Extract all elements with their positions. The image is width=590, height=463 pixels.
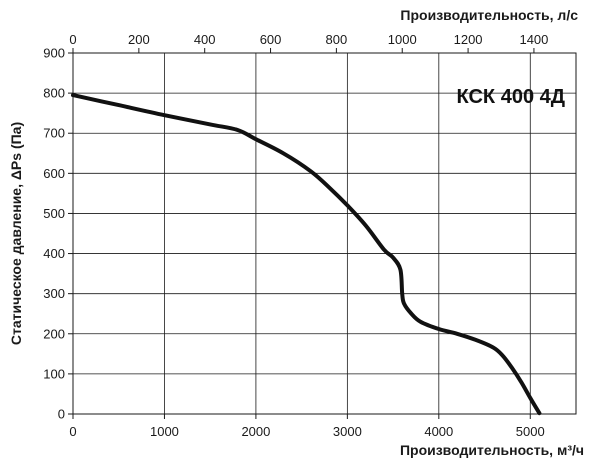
y-axis-title: Статическое давление, ΔPs (Па) [8, 122, 24, 345]
y-tick-label: 0 [58, 407, 65, 422]
x2-tick-label: 1200 [454, 32, 483, 47]
y-tick-label: 500 [43, 206, 65, 221]
y-tick-label: 400 [43, 246, 65, 261]
chart-title: КСК 400 4Д [457, 86, 565, 108]
x2-tick-label: 200 [128, 32, 150, 47]
y-tick-label: 100 [43, 366, 65, 381]
y-tick-label: 900 [43, 46, 65, 61]
y-tick-label: 300 [43, 286, 65, 301]
y-tick-label: 800 [43, 86, 65, 101]
y-tick-label: 600 [43, 166, 65, 181]
y-tick-label: 200 [43, 326, 65, 341]
x2-tick-label: 800 [326, 32, 348, 47]
x2-tick-label: 600 [260, 32, 282, 47]
x2-tick-label: 0 [69, 32, 76, 47]
x2-axis-title: Производительность, л/с [400, 7, 578, 23]
x-tick-label: 1000 [150, 424, 179, 439]
x2-tick-label: 1000 [388, 32, 417, 47]
x-tick-label: 5000 [516, 424, 545, 439]
y-tick-label: 700 [43, 126, 65, 141]
series-line [71, 93, 542, 416]
x-tick-label: 4000 [424, 424, 453, 439]
x-axis-title: Производительность, м³/ч [400, 442, 584, 458]
plot-frame [72, 52, 577, 415]
x-tick-label: 0 [69, 424, 76, 439]
x-tick-label: 2000 [241, 424, 270, 439]
x2-axis-ticks: 0 200 400 600 800 1000 1200 1400 [69, 32, 548, 53]
x-tick-label: 3000 [333, 424, 362, 439]
x2-tick-label: 400 [194, 32, 216, 47]
y-axis-ticks: 0 100 200 300 400 500 600 700 800 900 [43, 46, 73, 422]
x2-tick-label: 1400 [519, 32, 548, 47]
x-axis-ticks: 0 1000 2000 3000 4000 5000 [69, 414, 545, 439]
